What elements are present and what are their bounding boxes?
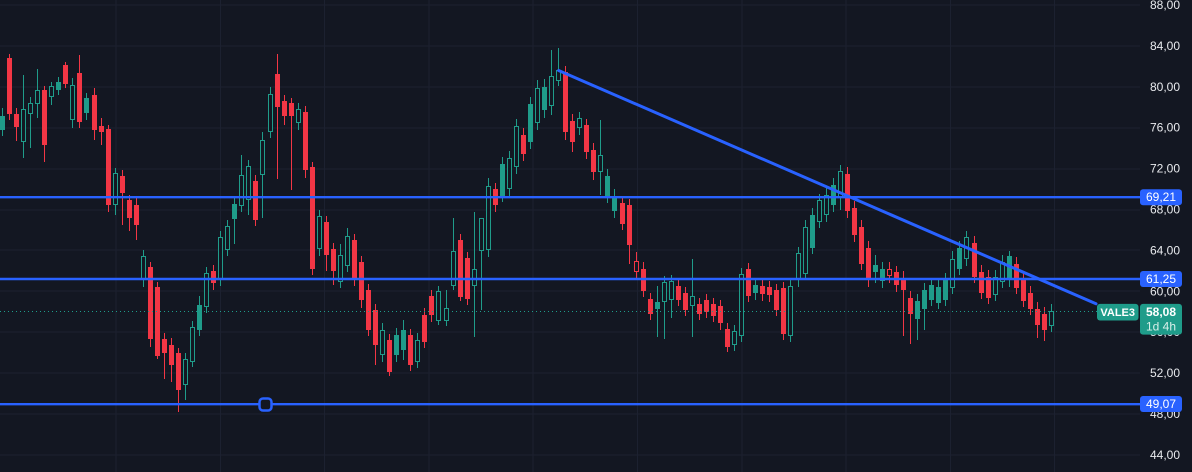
svg-text:80,00: 80,00 [1150,80,1180,94]
svg-text:VALE3: VALE3 [1100,307,1135,319]
svg-text:61,25: 61,25 [1146,272,1176,286]
svg-text:1d 4h: 1d 4h [1146,320,1176,334]
svg-text:58,08: 58,08 [1146,305,1176,319]
svg-text:49,07: 49,07 [1146,397,1176,411]
svg-text:64,00: 64,00 [1150,243,1180,257]
svg-text:72,00: 72,00 [1150,162,1180,176]
svg-text:52,00: 52,00 [1150,366,1180,380]
svg-text:68,00: 68,00 [1150,203,1180,217]
svg-text:88,00: 88,00 [1150,0,1180,12]
svg-text:60,00: 60,00 [1150,284,1180,298]
svg-text:76,00: 76,00 [1150,121,1180,135]
svg-text:69,21: 69,21 [1146,190,1176,204]
svg-text:44,00: 44,00 [1150,448,1180,462]
svg-text:84,00: 84,00 [1150,39,1180,53]
